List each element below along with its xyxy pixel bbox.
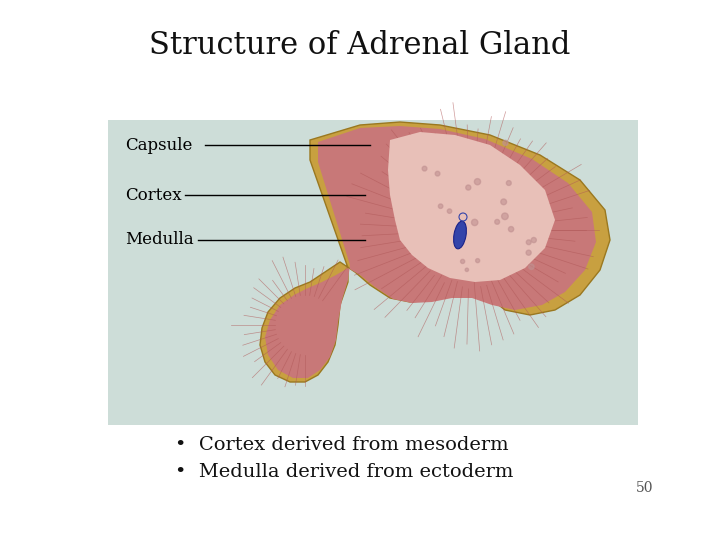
Circle shape: [435, 171, 440, 176]
Circle shape: [472, 219, 478, 226]
Text: 50: 50: [636, 481, 654, 495]
Circle shape: [531, 238, 536, 242]
Text: •  Medulla derived from ectoderm: • Medulla derived from ectoderm: [175, 463, 513, 481]
Text: Cortex: Cortex: [125, 186, 181, 204]
Circle shape: [502, 213, 508, 220]
Circle shape: [474, 179, 480, 185]
Circle shape: [503, 140, 508, 145]
Circle shape: [501, 199, 507, 205]
Circle shape: [465, 268, 469, 272]
Circle shape: [495, 219, 500, 224]
Circle shape: [466, 185, 471, 190]
Polygon shape: [260, 122, 610, 382]
Text: •  Cortex derived from mesoderm: • Cortex derived from mesoderm: [175, 436, 508, 454]
Circle shape: [526, 240, 531, 245]
Circle shape: [526, 250, 531, 255]
Polygon shape: [388, 132, 555, 282]
Text: Medulla: Medulla: [125, 232, 194, 248]
Circle shape: [447, 209, 451, 213]
Polygon shape: [265, 126, 596, 378]
Circle shape: [528, 264, 534, 269]
Circle shape: [422, 166, 427, 171]
Text: Structure of Adrenal Gland: Structure of Adrenal Gland: [149, 30, 571, 61]
FancyBboxPatch shape: [108, 120, 638, 425]
Text: Capsule: Capsule: [125, 137, 192, 153]
Circle shape: [508, 227, 514, 232]
Circle shape: [476, 259, 480, 262]
Circle shape: [461, 259, 464, 264]
Ellipse shape: [454, 221, 467, 249]
Circle shape: [506, 180, 511, 185]
Circle shape: [438, 204, 443, 208]
